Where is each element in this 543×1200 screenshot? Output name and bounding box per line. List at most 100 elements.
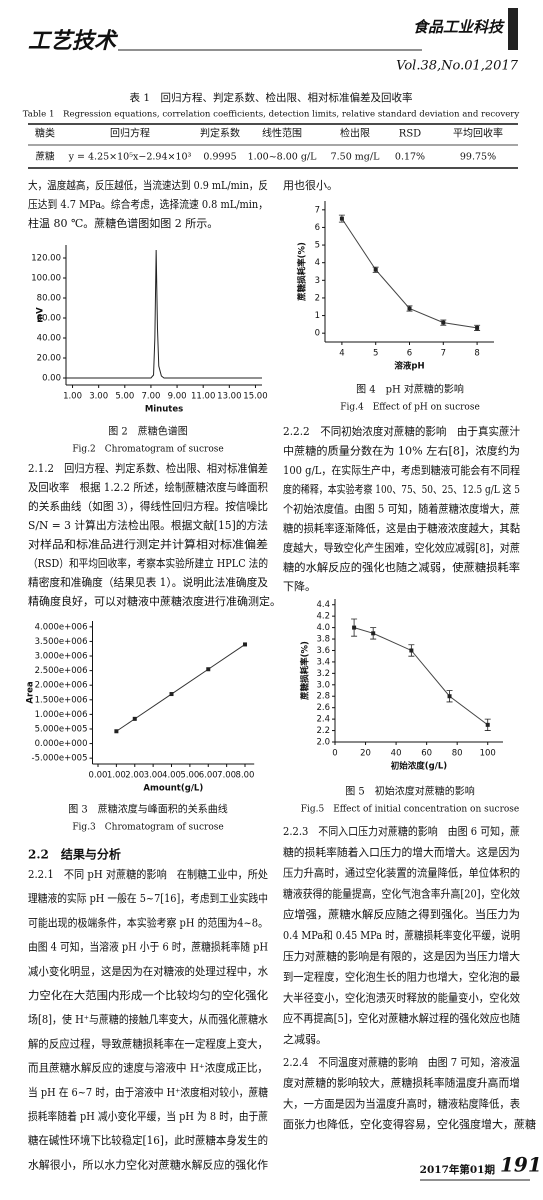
journal-name: 食品工业科技 (413, 18, 505, 36)
header-bar (508, 8, 518, 50)
figure-caption-en: Fig.5 Effect of initial concentration on… (301, 805, 520, 815)
x-tick-label: 11.00 (191, 392, 215, 402)
y-tick-label: 5.000e+005 (35, 724, 88, 734)
text-line: S/N = 3 计算出方法检出限。根据文献[15]的方法 (28, 518, 268, 532)
y-tick-label: 80.00 (37, 294, 61, 304)
y-tick-label: 2.000e+006 (35, 681, 88, 691)
y-tick-label: 4.000e+006 (35, 622, 88, 632)
text-line: 中蔗糖的质量分数在为 10% 左右[8]，浓度约为 (283, 443, 520, 457)
y-tick-label: 2.6 (316, 703, 330, 713)
x-axis-label: 溶液pH (394, 361, 424, 372)
text-line: 的关系曲线（如图 3），得线性回归方程。按信噪比 (28, 499, 268, 513)
x-tick-label: 40 (391, 749, 402, 759)
text-line: 2.2.2 不同初始浓度对蔗糖的影响 由于真实蔗汁 (283, 424, 520, 438)
text-line: 应增强，蔗糖水解反应随之得到强化。当压力为 (283, 907, 520, 921)
x-axis-label: 初始浓度(g/L) (391, 761, 447, 772)
y-tick-label: 20.00 (37, 354, 61, 364)
data-point (373, 267, 378, 272)
y-tick-label: 3.8 (316, 635, 330, 645)
issue: 2017年第01期 (420, 1163, 495, 1176)
y-tick-label: 4.0 (316, 623, 330, 633)
text-line: 糖的水解反应的强化也随之减弱，使蔗糖损耗率 (283, 560, 520, 574)
y-tick-label: 3.6 (316, 646, 330, 656)
y-tick-label: 3.4 (316, 657, 330, 667)
text-line: 0.4 MPa和 0.45 MPa 时，蔗糖损耗率变化平缓，说明 (283, 928, 520, 942)
y-tick-label: 60.00 (37, 314, 61, 324)
y-tick-label: 3.2 (316, 669, 330, 679)
data-point (441, 320, 446, 325)
text-line: 当 pH 在 6~7 时，由于溶液中 H⁺浓度相对较小，蔗糖 (28, 1085, 268, 1099)
text-line: 柱温 80 ℃。蔗糖色谱图如图 2 所示。 (28, 216, 218, 230)
x-tick-label: 7 (441, 349, 446, 359)
text-line: 大，一方面是因为当温度升高时，糖液粘度降低，表 (283, 1096, 520, 1110)
figure-caption: 图 5 初始浓度对蔗糖的影响 (345, 785, 475, 798)
text-line: 2.2.3 不同入口压力对蔗糖的影响 由图 6 可知，蔗 (283, 824, 520, 838)
x-tick-label: 20 (360, 749, 371, 759)
text-line: 场[8]，使 H⁺与蔗糖的接触几率变大，从而强化蔗糖水 (28, 1012, 268, 1026)
text-line: 到一定程度，空化泡生长的阻力也增大，空化泡的最 (283, 970, 520, 984)
x-tick-label: 4.00 (162, 771, 181, 781)
table-header-cell: 检出限 (340, 127, 370, 140)
text-line: 减小变化明显，这是因为在对糖液的处理过程中，水 (28, 964, 268, 978)
y-tick-label: 1.000e+006 (35, 710, 88, 720)
text-line: 个初始浓度值。由图 5 可知，随着蔗糖浓度增大，蔗 (283, 502, 520, 516)
x-axis-label: Amount(g/L) (143, 784, 203, 794)
table-header-cell: 平均回收率 (453, 127, 503, 140)
text-line: （RSD）和平均回收率，考察本实验所建立 HPLC 法的 (28, 556, 268, 570)
text-line: 理糖液的实际 pH 一般在 5~7[16]，考虑到工业实践中 (28, 891, 268, 905)
series-line (66, 249, 262, 379)
data-point (409, 648, 414, 653)
x-tick-label: 5.00 (180, 771, 199, 781)
y-tick-label: 2 (315, 293, 320, 303)
y-tick-label: 100.00 (31, 274, 61, 284)
data-point (352, 625, 357, 630)
text-line: 2.1.2 回归方程、判定系数、检出限、相对标准偏差 (28, 461, 268, 475)
figure-caption-en: Fig.4 Effect of pH on sucrose (340, 403, 480, 413)
data-point (407, 306, 412, 311)
x-tick-label: 0 (332, 749, 337, 759)
data-point (447, 694, 452, 699)
table-cell: 1.00~8.00 g/L (248, 152, 318, 163)
y-tick-label: 3 (315, 276, 320, 286)
y-tick-label: 40.00 (37, 334, 61, 344)
y-tick-label: 3.500e+006 (35, 637, 88, 647)
text-line: 力空化在大范围内形成一个比较均匀的空化强化 (28, 988, 268, 1002)
table-header-cell: 判定系数 (200, 127, 240, 140)
text-line: 100 g/L，在实际生产中，考虑到糖液可能会有不同程 (283, 463, 520, 477)
table-header-cell: 糖类 (35, 127, 55, 140)
x-tick-label: 1.00 (107, 771, 126, 781)
figure-caption: 图 2 蔗糖色谱图 (108, 425, 188, 438)
text-line: 之减弱。 (283, 1032, 327, 1046)
text-line: 而且蔗糖水解反应的速度与溶液中 H⁺浓度成正比， (28, 1061, 268, 1075)
text-line: 应不再提高[5]，空化对蔗糖水解过程的强化效应也随 (283, 1011, 520, 1025)
table-cell: 7.50 mg/L (331, 152, 380, 163)
x-tick-label: 80 (452, 749, 463, 759)
text-line: 压力升高时，通过空化装置的流量降低，单位体积的 (283, 866, 520, 880)
y-tick-label: 2.8 (316, 692, 330, 702)
section-name: 工艺技术 (28, 28, 119, 54)
y-tick-label: 3.0 (316, 680, 330, 690)
text-line: 2.2.1 不同 pH 对蔗糖的影响 在制糖工业中，所处 (28, 867, 268, 881)
x-tick-label: 3.00 (144, 771, 163, 781)
text-line: 度的稀释，本实验考察 100、75、50、25、12.5 g/L 这 5 (283, 482, 520, 496)
y-axis-label: mV (36, 307, 46, 323)
data-point (475, 325, 480, 330)
table-cell: 蔗糖 (35, 151, 55, 163)
table-header-cell: RSD (399, 129, 421, 140)
text-line: 2.2.4 不同温度对蔗糖的影响 由图 7 可知，溶液温 (283, 1055, 520, 1069)
figure-caption-en: Fig.3 Chromatogram of sucrose (72, 823, 223, 833)
y-tick-label: -5.000e+005 (32, 754, 88, 764)
y-tick-label: 4 (315, 258, 320, 268)
volume: Vol.38,No.01,2017 (396, 59, 519, 74)
text-line: 对样品和标准品进行测定并计算相对标准偏差 (28, 537, 268, 551)
series-line (353, 627, 489, 726)
x-tick-label: 7.00 (217, 771, 236, 781)
data-point (169, 692, 174, 697)
data-point (485, 722, 490, 727)
text-line: 压力对蔗糖的影响是有限的，这是因为当压力增大 (283, 949, 520, 963)
table-cell: y = 4.25×10⁵x−2.94×10³ (68, 152, 192, 163)
x-tick-label: 4 (339, 349, 344, 359)
text-line: 由图 4 可知，当溶液 pH 小于 6 时，蔗糖损耗率随 pH (28, 940, 268, 954)
table-title: 表 1 回归方程、判定系数、检出限、相对标准偏差及回收率 (129, 91, 412, 104)
